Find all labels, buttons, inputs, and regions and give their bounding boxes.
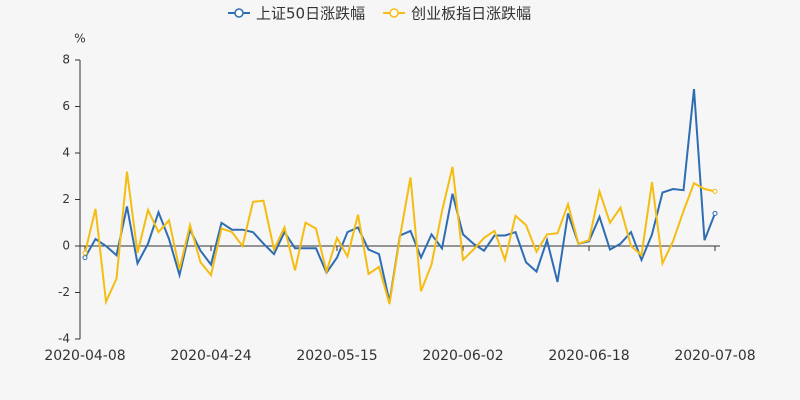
y-tick-label: -2 [58,285,70,299]
y-tick-label: 0 [62,239,70,253]
x-tick-label: 2020-04-08 [44,348,125,364]
y-tick-label: 2 [62,192,70,206]
legend-label[interactable]: 上证50日涨跌幅 [256,5,365,23]
x-tick-label: 2020-04-24 [170,348,251,364]
series-line [84,166,716,306]
x-tick-label: 2020-06-02 [422,348,503,364]
legend-icon[interactable] [389,8,399,18]
point-marker [82,255,88,261]
x-tick-label: 2020-05-15 [296,348,377,364]
y-tick-label: 4 [62,146,70,160]
y-tick-label: 8 [62,53,70,67]
legend-label[interactable]: 创业板指日涨跌幅 [411,5,531,23]
y-axis-label: % [74,32,85,46]
y-tick-label: -4 [58,332,70,346]
point-marker [82,250,88,256]
x-tick-label: 2020-07-08 [674,348,755,364]
point-marker [712,210,718,216]
legend-icon[interactable] [234,8,244,18]
point-marker [712,188,718,194]
x-tick-label: 2020-06-18 [548,348,629,364]
y-tick-label: 6 [62,99,70,113]
